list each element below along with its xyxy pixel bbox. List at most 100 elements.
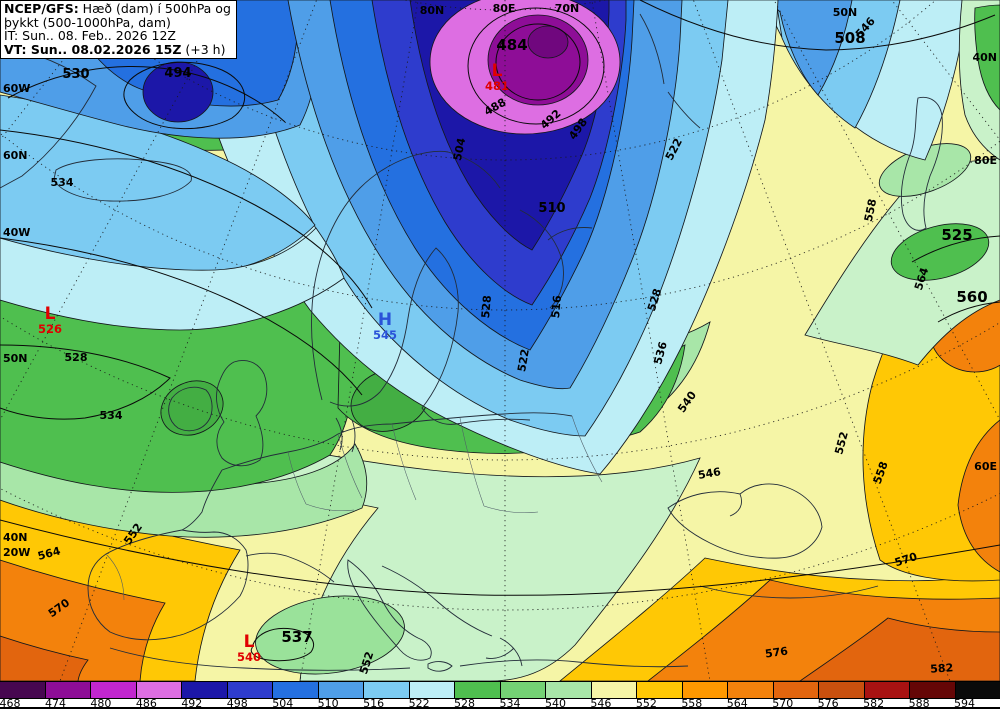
pressure-center-value: 540 <box>237 650 261 664</box>
colorbar-segment <box>864 682 910 698</box>
colorbar-segment <box>955 682 1000 698</box>
contour-label: 516 <box>549 294 564 318</box>
title-line-3: IT: Sun.. 08. Feb.. 2026 12Z <box>4 28 176 44</box>
title-line-4: VT: Sun.. 08.02.2026 15Z (+3 h) <box>4 41 226 57</box>
colorbar-segment <box>773 682 819 698</box>
contour-label: 552 <box>832 430 851 456</box>
colorbar-segment <box>182 682 228 698</box>
grid-label: 80E <box>493 2 516 15</box>
height-contours <box>0 0 1000 662</box>
colorbar-label: 522 <box>408 697 430 709</box>
colorbar-label: 588 <box>908 697 930 709</box>
colorbar-segment <box>910 682 956 698</box>
colorbar-segment <box>455 682 501 698</box>
colorbar-label: 510 <box>317 697 339 709</box>
graticule <box>0 0 1000 681</box>
contour-label: 582 <box>930 661 954 676</box>
contour-label: 564 <box>36 544 62 563</box>
contour-label: 510 <box>538 201 565 216</box>
pressure-center-value: 481 <box>485 79 509 93</box>
title-box: NCEP/GFS: Hæð (dam) í 500hPa og þykkt (5… <box>0 0 237 60</box>
colorbar-segment <box>227 682 273 698</box>
colorbar-label: 564 <box>726 697 748 709</box>
grid-label: 40W <box>3 226 30 239</box>
colorbar-segment <box>637 682 683 698</box>
colorbar-label: 594 <box>954 697 976 709</box>
coastlines <box>0 13 943 672</box>
colorbar-segment <box>728 682 774 698</box>
colorbar-label: 576 <box>817 697 839 709</box>
colorbar-label: 546 <box>590 697 612 709</box>
colorbar-segment <box>91 682 137 698</box>
grid-label: 60E <box>974 460 997 473</box>
pressure-center-symbol: L <box>244 632 255 652</box>
colorbar-segment <box>500 682 546 698</box>
title-line-2: þykkt (500-1000hPa, dam) <box>4 14 171 30</box>
contour-label: 534 <box>51 176 74 189</box>
contour-label: 560 <box>956 288 987 306</box>
grid-label: 80E <box>974 154 997 167</box>
colorbar-label: 570 <box>772 697 794 709</box>
colorbar-label: 468 <box>0 697 21 709</box>
colorbar-label: 474 <box>44 697 66 709</box>
colorbar-segment <box>819 682 865 698</box>
colorbar-label: 552 <box>635 697 657 709</box>
colorbar-segment <box>273 682 319 698</box>
colorbar-label: 534 <box>499 697 521 709</box>
pressure-center-symbol: H <box>378 310 392 330</box>
contour-label: 558 <box>862 198 879 223</box>
colorbar-segment <box>318 682 364 698</box>
colorbar-segments <box>0 681 1000 699</box>
pressure-center-symbol: L <box>492 61 503 81</box>
contour-label: 508 <box>834 29 865 47</box>
colorbar-segment <box>136 682 182 698</box>
grid-label: 40N <box>972 51 997 64</box>
colorbar-label: 582 <box>863 697 885 709</box>
grid-label: 70N <box>555 2 580 15</box>
pressure-center-symbol: L <box>45 304 56 324</box>
colorbar-segment <box>546 682 592 698</box>
title-line-1: NCEP/GFS: Hæð (dam) í 500hPa og <box>4 1 231 16</box>
pressure-center-value: 545 <box>373 328 397 342</box>
grid-label: 60N <box>3 149 28 162</box>
contour-label: 530 <box>62 67 89 82</box>
thickness-colorbar: 468 474 480 486 492 498 504 510 516 522 528 534 540 5… <box>0 681 1000 709</box>
contour-label: 546 <box>697 465 722 482</box>
contour-label: 528 <box>65 351 88 364</box>
colorbar-segment <box>591 682 637 698</box>
contour-label: 536 <box>651 340 670 366</box>
contour-label: 484 <box>496 36 527 54</box>
contour-label: 576 <box>764 644 789 660</box>
colorbar-label: 540 <box>544 697 566 709</box>
contour-label: 537 <box>281 628 312 646</box>
contour-label: 525 <box>941 226 972 244</box>
contour-label: 494 <box>164 66 191 81</box>
colorbar-segment <box>682 682 728 698</box>
colorbar-segment <box>0 682 46 698</box>
colorbar-label: 480 <box>90 697 112 709</box>
map-canvas: 80N80N80E70N50N60W60N40W50N40N20W40N80E6… <box>0 0 1000 681</box>
contour-label: 522 <box>515 348 532 373</box>
colorbar-label: 498 <box>226 697 248 709</box>
grid-label: 50N <box>833 6 858 19</box>
colorbar-segment <box>364 682 410 698</box>
colorbar-labels: 468 474 480 486 492 498 504 510 516 522 528 534 540 5… <box>0 697 1000 709</box>
grid-label: 80N <box>420 4 445 17</box>
colorbar-label: 486 <box>135 697 157 709</box>
colorbar-segment <box>409 682 455 698</box>
grid-label: 20W <box>3 546 30 559</box>
colorbar-label: 528 <box>454 697 476 709</box>
colorbar-label: 504 <box>272 697 294 709</box>
colorbar-label: 516 <box>363 697 385 709</box>
country-borders <box>105 415 603 601</box>
grid-label: 60W <box>3 82 30 95</box>
grid-label: 40N <box>3 531 28 544</box>
contour-label: 534 <box>100 409 123 422</box>
contour-label: 504 <box>451 136 469 162</box>
thickness-shading <box>0 0 1000 681</box>
colorbar-segment <box>45 682 91 698</box>
grid-label: 50N <box>3 352 28 365</box>
colorbar-label: 492 <box>181 697 203 709</box>
colorbar-label: 558 <box>681 697 703 709</box>
